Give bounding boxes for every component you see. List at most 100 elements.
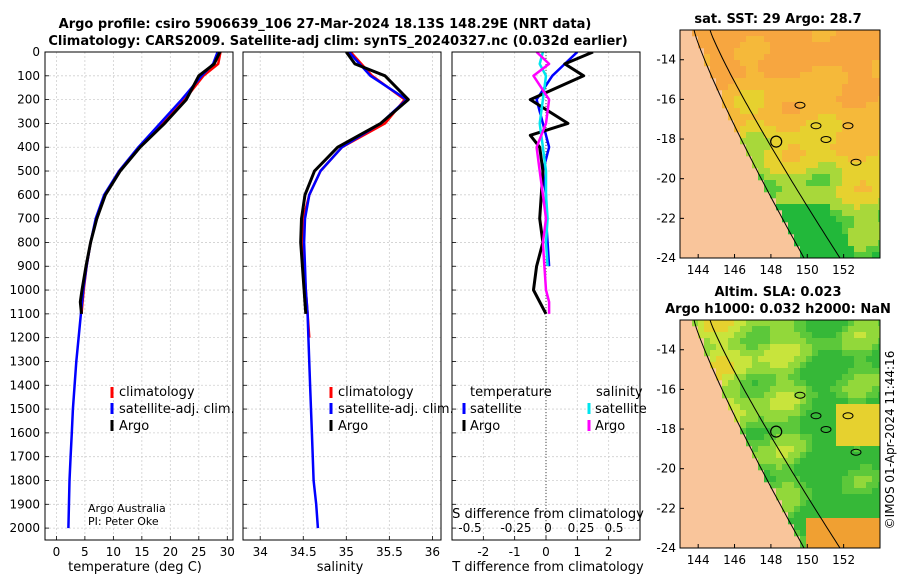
map-cell [818,344,825,351]
map-cell [854,132,861,139]
map-cell [770,186,777,193]
map-cell [878,494,880,501]
map-cell [794,440,801,447]
map-cell [812,368,819,375]
map-cell [836,186,843,193]
map-cell [824,338,831,345]
map-cell [698,30,705,37]
map-cell [830,536,837,543]
map-cell [788,78,795,85]
map-cell [770,72,777,79]
map-cell [848,192,855,199]
map-cell [776,144,783,151]
map-cell [764,440,771,447]
map-cell [848,156,855,163]
map-cell [836,78,843,85]
tick-label-y: 1100 [9,307,40,321]
map-cell [872,174,879,181]
map-cell [728,380,735,387]
map-cell [878,386,880,393]
map-cell [770,108,777,115]
map-cell [860,344,867,351]
map-cell [728,338,735,345]
map-cell [836,350,843,357]
map-cell [830,344,837,351]
map-cell [812,66,819,73]
map-cell [830,386,837,393]
map-cell [734,54,741,61]
map-cell [788,156,795,163]
tick-label-y: 1900 [9,497,40,511]
map-cell [782,150,789,157]
map-cell [866,60,873,67]
map-cell [746,48,753,55]
map-cell [752,386,759,393]
map-cell [722,386,729,393]
map-cell [860,102,867,109]
map-cell [824,518,831,525]
map-cell [872,204,879,211]
map-cell [740,422,747,429]
map-cell [752,90,759,97]
map-cell [800,506,807,513]
map-cell [776,96,783,103]
map-cell [800,356,807,363]
map-cell [866,404,873,411]
map-cell [848,488,855,495]
map-cell [824,210,831,217]
map-cell [830,54,837,61]
map-cell [824,410,831,417]
map-cell [860,198,867,205]
map-cell [806,350,813,357]
map-cell [866,174,873,181]
map-cell [800,252,807,258]
map-cell [848,470,855,477]
map-cell [830,434,837,441]
reef-outline [850,448,862,456]
map-cell [836,338,843,345]
map-cell [716,320,723,327]
map-cell [812,470,819,477]
tick-label-y: 1600 [9,426,40,440]
map-cell [794,168,801,175]
sst-map-panel: 144 146 148 150 152-14-16-18-20-22-24 [656,29,881,277]
map-cell [824,168,831,175]
map-cell [716,78,723,85]
map-cell [788,210,795,217]
map-cell [878,108,880,115]
tick-label-x: 2 [605,545,613,559]
map-cell [836,416,843,423]
map-cell [800,422,807,429]
map-cell [842,210,849,217]
map-cell [842,434,849,441]
map-cell [824,156,831,163]
map-cell [854,96,861,103]
map-cell [800,42,807,49]
map-cell [794,42,801,49]
map-cell [788,84,795,91]
map-cell [854,240,861,247]
map-cell [854,350,861,357]
map-cell [830,404,837,411]
map-cell [788,476,795,483]
map-cell [698,326,705,333]
map-cell [758,54,765,61]
legend-satellite-label: satellite-adj. clim. [119,402,235,417]
map-cell [860,240,867,247]
map-cell [866,66,873,73]
map-cell [806,338,813,345]
map-cell [866,362,873,369]
map-cell [878,392,880,399]
difference-panel: -2 -1 0 1 2-0.5 -0.25 0 0.25 0.5 [451,51,641,559]
map-cell [866,240,873,247]
tick-label-y: 1300 [9,354,40,368]
map-cell [788,228,795,235]
map-cell [818,410,825,417]
map-cell [806,204,813,211]
map-cell [752,120,759,127]
map-cell [710,362,717,369]
map-cell [800,446,807,453]
map-cell [818,536,825,543]
map-cell [854,368,861,375]
map-cell [824,422,831,429]
